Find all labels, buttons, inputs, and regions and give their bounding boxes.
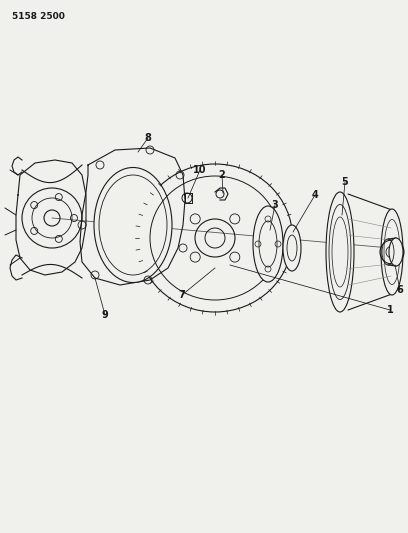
Ellipse shape	[253, 206, 283, 282]
Text: 8: 8	[144, 133, 151, 143]
Text: 1: 1	[387, 305, 393, 315]
Text: 7: 7	[179, 290, 185, 300]
Text: 4: 4	[312, 190, 318, 200]
Ellipse shape	[381, 209, 403, 295]
Text: 5: 5	[341, 177, 348, 187]
Text: 5158 2500: 5158 2500	[12, 12, 65, 21]
Text: 2: 2	[219, 170, 225, 180]
Text: 3: 3	[272, 200, 278, 210]
Text: 10: 10	[193, 165, 207, 175]
Ellipse shape	[389, 238, 403, 266]
Ellipse shape	[326, 192, 354, 312]
Text: 6: 6	[397, 285, 404, 295]
Ellipse shape	[94, 167, 172, 282]
Ellipse shape	[283, 225, 301, 271]
Text: 9: 9	[102, 310, 109, 320]
Ellipse shape	[137, 164, 293, 312]
